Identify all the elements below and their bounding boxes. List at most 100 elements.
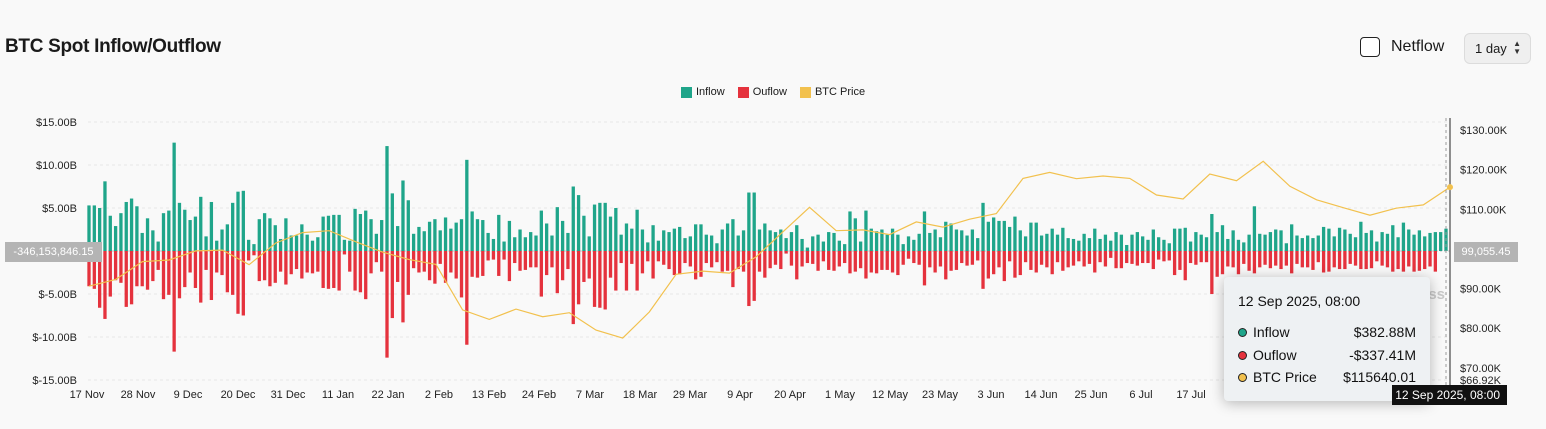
crosshair-right-value: 99,055.45 [1454,242,1518,262]
inflow-bar [1364,232,1368,251]
inflow-bar [731,219,735,251]
netflow-toggle[interactable]: Netflow [1360,37,1444,57]
inflow-bar [475,219,480,251]
netflow-checkbox[interactable] [1360,37,1380,57]
inflow-bar [662,230,666,251]
inflow-bar [507,220,512,251]
outflow-bar [310,251,315,274]
outflow-bar [725,251,730,271]
x-tick-label: 1 May [825,389,855,401]
outflow-bar [1311,251,1315,270]
outflow-bar [1332,251,1336,268]
tooltip-label-inflow: Inflow [1253,324,1290,340]
y-right-tick-label: $90.00K [1460,284,1502,296]
outflow-bar [874,251,879,274]
inflow-bar [1300,238,1304,251]
outflow-bar [880,251,884,270]
inflow-bar [949,223,953,251]
outflow-bar [486,251,490,261]
outflow-bar [1082,251,1086,267]
outflow-bar [236,251,240,314]
x-tick-label: 3 Jun [978,389,1005,401]
x-tick-label: 7 Mar [576,389,604,401]
outflow-bar [784,251,788,254]
outflow-bar [1071,251,1076,266]
outflow-bar [832,251,836,271]
inflow-bar [486,232,490,251]
inflow-bar [896,234,900,251]
x-tick-label: 28 Nov [121,389,156,401]
outflow-bar [938,251,943,267]
inflow-bar [321,216,325,251]
x-tick-label: 20 Dec [221,389,256,401]
x-tick-label: 11 Jan [322,389,354,401]
inflow-bar [1343,229,1347,251]
inflow-bar [300,224,304,251]
inflow-bar [741,230,746,251]
inflow-bar [1252,206,1257,251]
tooltip-row-btc-price: BTC Price $115640.01 [1238,369,1416,385]
inflow-bar [87,205,91,251]
outflow-bar [369,251,373,274]
outflow-bar [986,251,990,279]
outflow-bar [667,251,671,270]
outflow-bar [438,251,442,264]
outflow-bar [1135,251,1139,266]
legend-item-btc-price[interactable]: BTC Price [799,86,865,98]
inflow-bar [1114,232,1118,251]
outflow-bar [1364,251,1368,270]
inflow-bar [385,146,389,251]
inflow-bar [1125,244,1129,251]
outflow-bar [1375,251,1379,262]
tooltip-label-btc-price: BTC Price [1253,369,1317,385]
outflow-bar [161,251,166,300]
inflow-bar [294,235,299,251]
outflow-bar [1305,251,1310,268]
inflow-bar [124,201,128,251]
outflow-bar [454,251,458,279]
y-right-tick-label: $70.00K [1460,363,1502,375]
outflow-bar [805,251,810,264]
chart-legend: Inflow Ouflow BTC Price [0,86,1546,98]
inflow-bar [997,220,1001,251]
outflow-bar [1151,251,1155,270]
outflow-bar [779,251,783,270]
outflow-bar [646,251,650,262]
crosshair-left-value: -346,153,846.15 [5,242,102,262]
inflow-bar [513,237,517,251]
inflow-bar [108,215,112,251]
period-select[interactable]: 1 day ▲ ▼ [1464,33,1531,64]
outflow-bar [1210,251,1214,294]
outflow-bar [1172,251,1177,276]
inflow-bar [422,231,426,251]
outflow-bar [523,251,528,270]
inflow-bar [1130,234,1134,251]
inflow-bar [688,236,692,251]
y-left-tick-label: $15.00B [36,117,77,129]
outflow-bar [87,251,91,287]
outflow-bar [1199,251,1203,263]
outflow-bar [864,251,868,279]
inflow-bar [1002,220,1006,251]
inflow-bar [1178,228,1182,251]
outflow-bar [1401,251,1406,272]
page-title: BTC Spot Inflow/Outflow [5,36,221,57]
inflow-bar [1007,226,1012,251]
outflow-bar [1018,251,1022,276]
outflow-bar [550,251,554,268]
x-tick-label: 25 Jun [1074,389,1107,401]
outflow-bar [193,251,198,288]
inflow-bar [380,220,384,251]
outflow-bar [1268,251,1273,269]
legend-item-outflow[interactable]: Ouflow [737,86,787,98]
inflow-bar [539,210,543,251]
legend-item-inflow[interactable]: Inflow [680,86,725,98]
tooltip-value-btc-price: $115640.01 [1343,369,1416,385]
outflow-bar [656,251,661,262]
inflow-bar [933,229,937,251]
outflow-bar [326,251,331,289]
y-right-tick-label: $80.00K [1460,323,1502,335]
inflow-bar [1284,243,1289,251]
inflow-bar [316,237,320,251]
